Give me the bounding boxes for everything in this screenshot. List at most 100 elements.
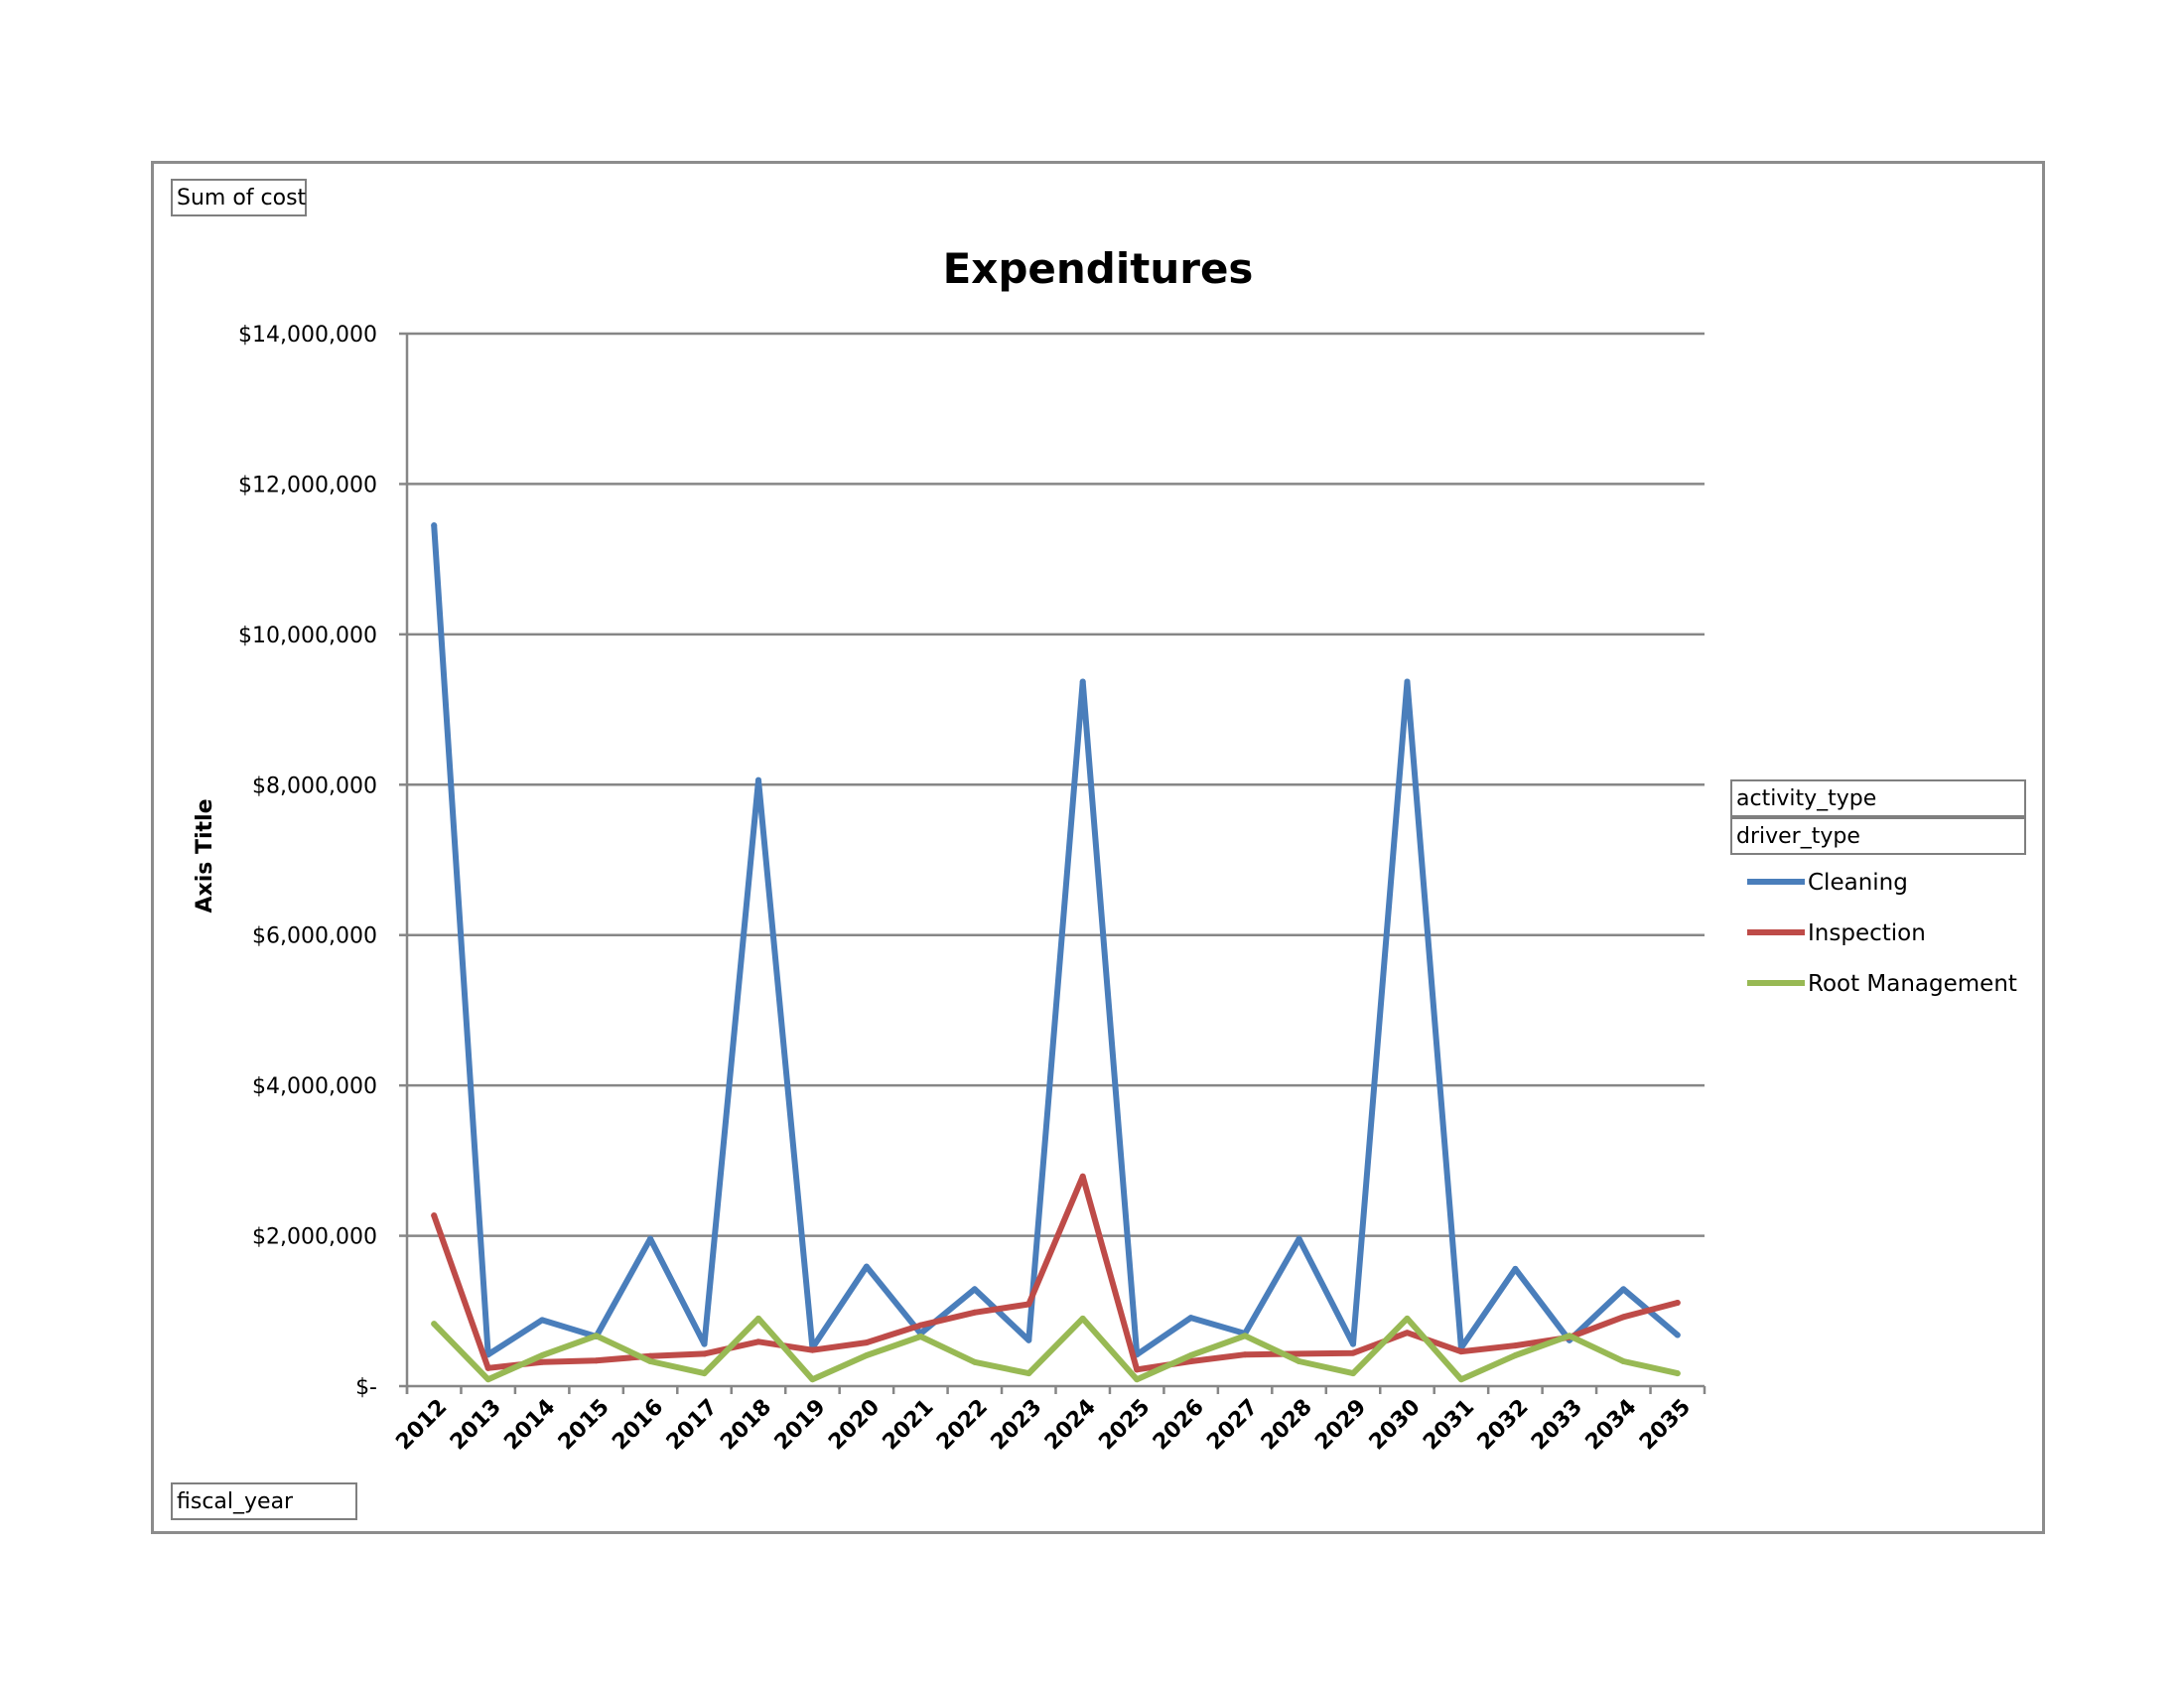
- data-point[interactable]: [1457, 1376, 1464, 1383]
- data-point[interactable]: [1512, 1351, 1519, 1358]
- x-tick-label: 2023: [987, 1395, 1047, 1456]
- data-point[interactable]: [1350, 1370, 1357, 1377]
- data-point[interactable]: [1457, 1348, 1464, 1355]
- data-point[interactable]: [971, 1358, 978, 1365]
- legend-label: Root Management: [1808, 971, 2017, 997]
- data-point[interactable]: [539, 1351, 546, 1358]
- x-tick-label: 2034: [1581, 1395, 1642, 1456]
- data-point[interactable]: [484, 1364, 491, 1371]
- data-point[interactable]: [701, 1370, 708, 1377]
- data-point[interactable]: [1296, 1350, 1302, 1357]
- data-point[interactable]: [647, 1358, 654, 1365]
- data-point[interactable]: [1296, 1358, 1302, 1365]
- data-point[interactable]: [1079, 678, 1086, 685]
- data-point[interactable]: [1025, 1370, 1032, 1377]
- y-tick-label: $12,000,000: [238, 473, 377, 497]
- series-line[interactable]: [431, 522, 1681, 1358]
- data-point[interactable]: [917, 1322, 924, 1329]
- data-point[interactable]: [971, 1309, 978, 1316]
- data-point[interactable]: [971, 1286, 978, 1293]
- y-tick-label: $8,000,000: [252, 774, 377, 798]
- data-point[interactable]: [1674, 1332, 1681, 1338]
- legend-item[interactable]: Root Management: [1747, 971, 2017, 997]
- data-point[interactable]: [754, 1338, 761, 1345]
- data-point[interactable]: [1079, 1315, 1086, 1322]
- legend-field-button-driver-type[interactable]: driver_type: [1730, 817, 2026, 855]
- x-tick-label: 2035: [1635, 1395, 1696, 1456]
- data-point[interactable]: [1187, 1315, 1194, 1322]
- data-point[interactable]: [593, 1357, 600, 1364]
- data-point[interactable]: [431, 1321, 438, 1328]
- data-point[interactable]: [1404, 1330, 1411, 1336]
- series-line[interactable]: [431, 1173, 1681, 1373]
- data-point[interactable]: [593, 1333, 600, 1339]
- data-point[interactable]: [1242, 1333, 1249, 1339]
- data-point[interactable]: [431, 1212, 438, 1219]
- data-point[interactable]: [1187, 1358, 1194, 1365]
- x-tick-label: 2015: [554, 1395, 614, 1456]
- x-tick-label: 2020: [824, 1395, 885, 1456]
- y-axis-title: Axis Title: [193, 798, 217, 913]
- data-point[interactable]: [1242, 1351, 1249, 1358]
- y-tick-label: $-: [355, 1375, 377, 1400]
- data-point[interactable]: [809, 1346, 816, 1353]
- data-point[interactable]: [539, 1358, 546, 1365]
- data-point[interactable]: [1296, 1235, 1302, 1242]
- series-cleaning: [431, 522, 1681, 1358]
- data-point[interactable]: [917, 1334, 924, 1340]
- legend-field-button-activity-type[interactable]: activity_type: [1730, 779, 2026, 817]
- x-tick-label: 2017: [662, 1395, 723, 1456]
- chart-title: Expenditures: [943, 244, 1254, 293]
- data-point[interactable]: [863, 1351, 870, 1358]
- data-point[interactable]: [809, 1376, 816, 1383]
- data-point[interactable]: [1674, 1299, 1681, 1306]
- x-tick-label: 2014: [499, 1395, 560, 1456]
- data-point[interactable]: [1566, 1333, 1572, 1339]
- data-point[interactable]: [863, 1339, 870, 1346]
- data-point[interactable]: [701, 1350, 708, 1357]
- x-tick-label: 2030: [1365, 1395, 1426, 1456]
- legend-item[interactable]: Inspection: [1747, 920, 1926, 946]
- y-tick-label: $6,000,000: [252, 924, 377, 949]
- data-point[interactable]: [1350, 1349, 1357, 1356]
- data-point[interactable]: [754, 776, 761, 783]
- x-axis-ticks: 2012201320142015201620172018201920202021…: [391, 1395, 1696, 1456]
- x-tick-label: 2027: [1202, 1395, 1263, 1456]
- data-point[interactable]: [1620, 1286, 1627, 1293]
- data-point[interactable]: [1404, 1315, 1411, 1322]
- y-axis-ticks: $- $2,000,000 $4,000,000 $6,000,000 $8,000,0…: [238, 323, 377, 1400]
- values-field-button[interactable]: Sum of cost: [171, 179, 307, 216]
- data-point[interactable]: [754, 1315, 761, 1322]
- legend-item[interactable]: Cleaning: [1747, 870, 1908, 896]
- data-point[interactable]: [647, 1235, 654, 1242]
- data-point[interactable]: [701, 1340, 708, 1347]
- data-point[interactable]: [1187, 1351, 1194, 1358]
- data-point[interactable]: [1079, 1173, 1086, 1180]
- x-tick-label: 2016: [608, 1395, 668, 1456]
- data-point[interactable]: [1674, 1370, 1681, 1377]
- x-tick-label: 2032: [1473, 1395, 1534, 1456]
- data-point[interactable]: [1025, 1301, 1032, 1308]
- data-point[interactable]: [1350, 1340, 1357, 1347]
- y-tick-label: $2,000,000: [252, 1225, 377, 1250]
- data-point[interactable]: [484, 1376, 491, 1383]
- data-point[interactable]: [539, 1317, 546, 1324]
- series-line[interactable]: [431, 1315, 1681, 1383]
- data-point[interactable]: [1512, 1265, 1519, 1272]
- legend-label: Inspection: [1808, 920, 1926, 946]
- data-point[interactable]: [1134, 1376, 1141, 1383]
- data-point[interactable]: [1134, 1366, 1141, 1373]
- series-lines: [431, 522, 1681, 1383]
- data-point[interactable]: [1025, 1336, 1032, 1343]
- data-point[interactable]: [431, 522, 438, 529]
- data-point[interactable]: [1620, 1358, 1627, 1365]
- x-tick-label: 2028: [1257, 1395, 1317, 1456]
- data-point[interactable]: [1620, 1314, 1627, 1321]
- data-point[interactable]: [1404, 678, 1411, 685]
- data-point[interactable]: [1512, 1342, 1519, 1349]
- axis-field-button[interactable]: fiscal_year: [171, 1482, 357, 1520]
- data-point[interactable]: [863, 1263, 870, 1270]
- x-tick-label: 2019: [770, 1395, 831, 1456]
- x-tick-label: 2026: [1149, 1395, 1209, 1456]
